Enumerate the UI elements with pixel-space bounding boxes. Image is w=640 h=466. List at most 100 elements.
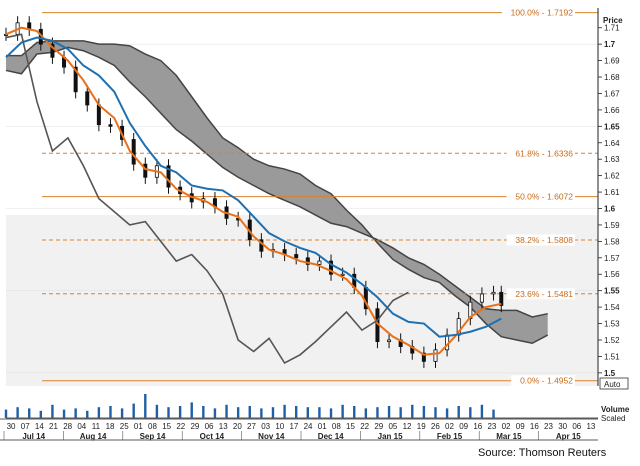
volume-bar	[469, 407, 472, 418]
volume-bar	[329, 408, 333, 418]
day-tick-label: 23	[544, 422, 553, 431]
volume-bar	[283, 404, 286, 418]
day-tick-label: 10	[275, 422, 284, 431]
volume-bar	[178, 406, 182, 418]
fib-label-bg	[506, 234, 575, 246]
day-tick-label: 09	[516, 422, 525, 431]
price-tick-label: 1.54	[604, 303, 620, 312]
volume-bar	[353, 406, 356, 418]
fib-level-label: 50.0% - 1.6072	[515, 192, 573, 202]
candle-body	[131, 139, 136, 165]
price-tick-label: 1.5	[604, 369, 616, 378]
candle-body	[73, 66, 78, 93]
candle-body	[294, 254, 299, 259]
time-axis: 30 07 14 21 28 04 11 18 25 01 08 15 22 29 06 13 20 27 03 10…	[0, 418, 598, 441]
price-tick-label: 1.6	[604, 205, 616, 214]
volume-bar	[86, 410, 89, 418]
volume-bar	[51, 404, 54, 418]
volume-bar	[445, 408, 449, 418]
day-tick-label: 27	[247, 422, 256, 431]
price-axis-title: Price	[603, 16, 623, 25]
day-tick-label: 23	[487, 422, 496, 431]
price-tick-label: 1.64	[604, 139, 620, 148]
day-tick-label: 30	[558, 422, 567, 431]
price-tick-label: 1.65	[604, 122, 620, 131]
volume-bar	[28, 408, 31, 418]
fib-label-bg	[506, 147, 575, 159]
fibonacci-levels: 100.0% - 1.7192 61.8% - 1.6336 50.0% - 1.6…	[42, 7, 598, 387]
volume-bar	[167, 407, 170, 418]
day-tick-label: 28	[63, 422, 72, 431]
volume-title: Volume	[601, 405, 630, 414]
volume-bar	[62, 409, 66, 418]
volume-bar	[260, 408, 263, 418]
volume-bar	[376, 407, 379, 418]
fib-label-bg	[502, 7, 575, 19]
candle-body	[166, 165, 171, 188]
volume-bar	[97, 407, 101, 418]
price-axis: 1.5 1.51 1.52 1.53 1.54 1.55 1.56 1.57 1.58 1.59 1…	[597, 8, 620, 386]
day-tick-label: 16	[473, 422, 482, 431]
volume-bar	[190, 402, 193, 418]
price-tick-label: 1.56	[604, 270, 620, 279]
candle-body	[468, 301, 473, 320]
day-tick-label: 30	[7, 422, 16, 431]
fib-label-bg	[511, 375, 575, 387]
volume-bar	[387, 406, 391, 418]
volume-bar	[399, 407, 402, 418]
day-tick-label: 06	[205, 422, 214, 431]
month-tick-label: Nov 14	[258, 432, 285, 441]
day-tick-label: 25	[120, 422, 129, 431]
fib-level-label: 23.6% - 1.5481	[515, 289, 573, 299]
candle-body	[499, 291, 504, 306]
volume-bar	[457, 406, 460, 418]
day-tick-label: 01	[318, 422, 327, 431]
volume-bar	[306, 407, 310, 418]
volume-bar	[492, 409, 495, 418]
day-tick-label: 24	[304, 422, 313, 431]
candle-body	[317, 260, 322, 265]
fib-label-bg	[506, 191, 575, 203]
day-tick-label: 22	[360, 422, 369, 431]
price-series	[4, 16, 504, 368]
price-tick-label: 1.61	[604, 188, 620, 197]
day-tick-label: 17	[289, 422, 298, 431]
volume-bar	[271, 407, 275, 418]
day-tick-label: 09	[459, 422, 468, 431]
volume-bar	[202, 406, 205, 418]
price-tick-label: 1.66	[604, 106, 620, 115]
volume-bar	[4, 409, 8, 418]
day-tick-label: 19	[417, 422, 426, 431]
candle-body	[143, 163, 148, 178]
day-tick-label: 06	[572, 422, 581, 431]
candle-body	[305, 257, 310, 265]
day-tick-label: 18	[106, 422, 115, 431]
day-tick-label: 03	[261, 422, 270, 431]
volume-bar	[318, 407, 321, 418]
volume-bar	[422, 406, 426, 418]
volume-bar	[248, 406, 251, 418]
volume-bar	[16, 407, 19, 418]
day-tick-label: 01	[134, 422, 143, 431]
volume-bar	[225, 404, 228, 418]
price-tick-label: 1.53	[604, 320, 620, 329]
candle-body	[421, 352, 426, 362]
candle-body	[479, 293, 484, 303]
fib-label-bg	[506, 288, 575, 300]
price-tick-label: 1.58	[604, 237, 620, 246]
volume-bar	[341, 404, 344, 418]
price-tick-label: 1.51	[604, 352, 620, 361]
candle-body	[340, 273, 345, 276]
day-tick-label: 07	[21, 422, 30, 431]
candle-body	[433, 349, 438, 362]
fib-level-label: 0.0% - 1.4952	[520, 376, 573, 386]
month-tick-label: Sep 14	[140, 432, 166, 441]
day-tick-label: 14	[35, 422, 44, 431]
price-tick-label: 1.55	[604, 287, 620, 296]
auto-scale-button[interactable]	[599, 377, 629, 390]
volume-scale-label: Scaled	[601, 414, 625, 423]
day-tick-label: 29	[374, 422, 383, 431]
month-tick-label: Aug 14	[80, 432, 107, 441]
volume-bar	[109, 406, 112, 418]
volume-bar	[155, 404, 159, 418]
